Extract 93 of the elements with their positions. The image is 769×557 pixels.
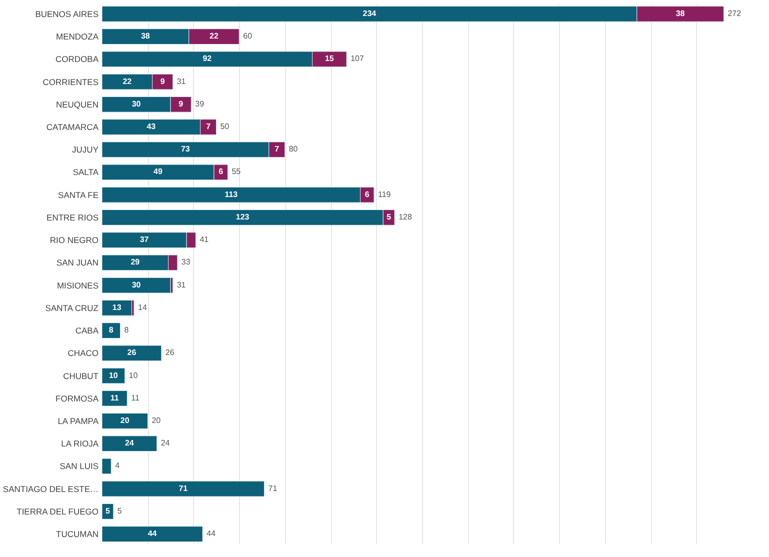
data-label: 5 bbox=[105, 506, 110, 516]
total-label: 26 bbox=[165, 348, 175, 358]
total-label: 31 bbox=[176, 76, 186, 86]
total-label: 41 bbox=[200, 235, 210, 244]
total-label: 71 bbox=[268, 484, 278, 493]
bar bbox=[102, 504, 114, 520]
data-label: 8 bbox=[108, 326, 114, 335]
y-tick-label: SANTA CRUZ bbox=[45, 302, 98, 313]
total-label: 119 bbox=[378, 190, 392, 199]
y-tick-label: CHUBUT bbox=[63, 370, 98, 381]
total-label: 14 bbox=[138, 302, 148, 312]
y-tick-label: NEUQUEN bbox=[56, 99, 98, 110]
total-label: 107 bbox=[350, 54, 364, 64]
y-tick-label: TIERRA DEL FUEGO bbox=[16, 506, 99, 516]
data-label: 38 bbox=[140, 32, 150, 41]
data-label: 71 bbox=[178, 484, 188, 493]
total-label: 31 bbox=[176, 280, 186, 290]
bar bbox=[102, 345, 162, 362]
total-label: 20 bbox=[152, 416, 162, 425]
y-tick-label: MENDOZA bbox=[56, 32, 99, 42]
total-label: 11 bbox=[131, 393, 140, 402]
y-tick-label: SAN JUAN bbox=[56, 258, 98, 268]
total-label: 50 bbox=[220, 122, 230, 132]
data-label: 30 bbox=[132, 99, 142, 108]
bar bbox=[102, 390, 128, 406]
total-label: 128 bbox=[398, 212, 412, 222]
y-tick-label: TUCUMAN bbox=[56, 529, 98, 540]
total-label: 272 bbox=[728, 8, 742, 18]
y-tick-label: CORRIENTES bbox=[42, 76, 99, 87]
y-tick-label: CHACO bbox=[68, 348, 99, 358]
data-label: 7 bbox=[206, 122, 212, 132]
data-label: 9 bbox=[160, 76, 166, 86]
data-label: 13 bbox=[112, 302, 122, 312]
data-label: 22 bbox=[210, 32, 219, 41]
data-label: 123 bbox=[236, 212, 250, 222]
bar bbox=[102, 526, 203, 542]
data-label: 92 bbox=[202, 54, 212, 64]
data-label: 22 bbox=[122, 76, 132, 86]
data-label: 44 bbox=[148, 529, 158, 538]
data-label: 113 bbox=[224, 190, 238, 199]
total-label: 24 bbox=[160, 438, 170, 448]
total-label: 8 bbox=[124, 326, 130, 335]
y-tick-label: MISIONES bbox=[56, 280, 99, 290]
y-tick-label: ENTRE RIOS bbox=[46, 212, 99, 222]
data-label: 49 bbox=[154, 167, 163, 176]
data-label: 73 bbox=[180, 144, 190, 154]
data-label: 43 bbox=[146, 122, 156, 132]
total-label: 39 bbox=[195, 99, 205, 108]
data-label: 9 bbox=[178, 99, 184, 108]
data-label: 6 bbox=[218, 167, 224, 176]
data-label: 20 bbox=[120, 416, 130, 425]
data-label: 30 bbox=[132, 280, 142, 290]
data-label: 26 bbox=[127, 348, 137, 358]
y-tick-label: SALTA bbox=[72, 167, 99, 178]
y-tick-label: LA RIOJA bbox=[61, 438, 99, 449]
bar bbox=[102, 368, 126, 384]
y-tick-label: RIO NEGRO bbox=[50, 235, 99, 246]
bar bbox=[102, 480, 265, 497]
total-label: 80 bbox=[288, 144, 298, 154]
data-label: 234 bbox=[362, 8, 377, 18]
y-tick-label: BUENOS AIRES bbox=[35, 8, 99, 19]
bar bbox=[102, 436, 158, 452]
total-label: 33 bbox=[181, 258, 191, 267]
bar bbox=[102, 277, 171, 294]
data-label: 5 bbox=[386, 212, 392, 222]
data-label: 38 bbox=[676, 8, 686, 18]
y-tick-label: LA PAMPA bbox=[58, 416, 99, 426]
bar bbox=[102, 322, 121, 338]
y-tick-label: CATAMARCA bbox=[46, 122, 99, 132]
y-tick-label: SAN LUIS bbox=[60, 461, 99, 472]
data-label: 6 bbox=[364, 190, 370, 199]
data-label: 29 bbox=[130, 258, 140, 267]
y-tick-label: CABA bbox=[75, 326, 99, 336]
bar bbox=[102, 300, 132, 316]
total-label: 10 bbox=[128, 370, 138, 380]
total-label: 44 bbox=[206, 529, 216, 538]
y-tick-label: FORMOSA bbox=[56, 393, 99, 404]
y-tick-label: CORDOBA bbox=[56, 54, 99, 64]
data-label: 37 bbox=[140, 235, 150, 244]
data-label: 15 bbox=[324, 54, 334, 64]
data-label: 7 bbox=[274, 144, 280, 154]
total-label: 60 bbox=[243, 32, 253, 41]
y-tick-label: JUJUY bbox=[72, 144, 99, 155]
bar bbox=[102, 458, 112, 474]
total-label: 5 bbox=[117, 506, 122, 516]
data-label: 11 bbox=[110, 393, 120, 402]
bar bbox=[102, 413, 148, 429]
data-label: 10 bbox=[108, 370, 118, 380]
total-label: 4 bbox=[115, 461, 120, 470]
data-label: 24 bbox=[124, 438, 134, 448]
y-tick-label: SANTA FE bbox=[58, 190, 99, 200]
y-tick-label: SANTIAGO DEL ESTE… bbox=[2, 484, 98, 494]
total-label: 55 bbox=[232, 167, 242, 176]
